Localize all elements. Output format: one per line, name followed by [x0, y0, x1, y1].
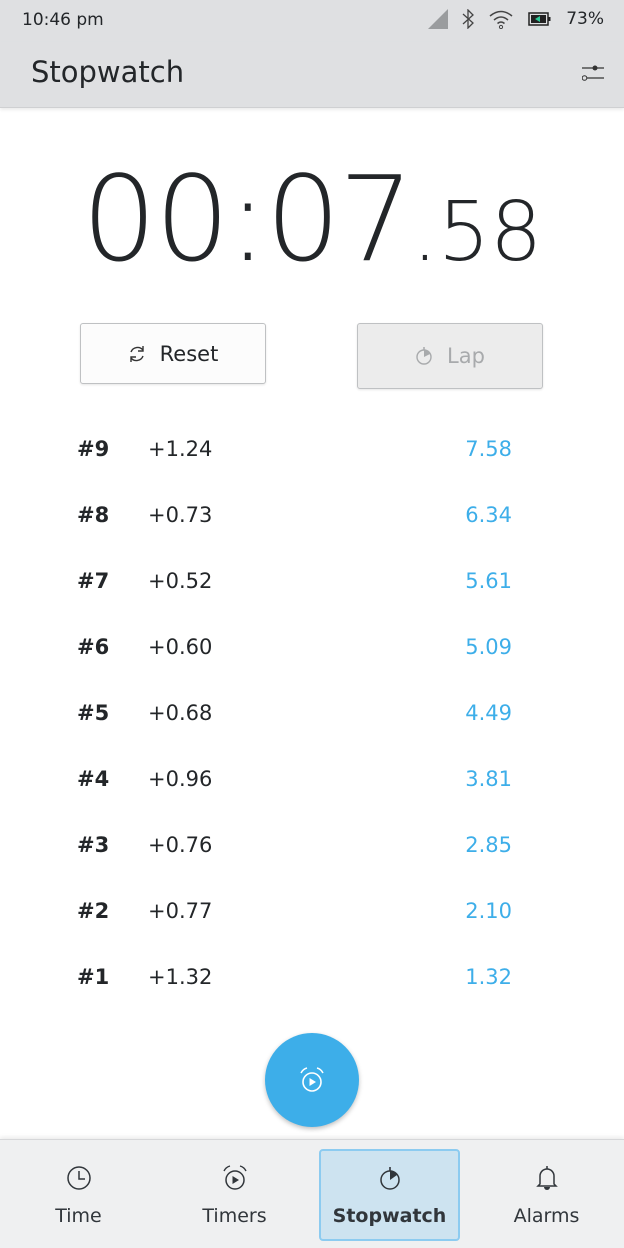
lap-row: #2 +0.77 2.10: [0, 889, 624, 955]
lap-row: #6 +0.60 5.09: [0, 625, 624, 691]
lap-difference: +0.60: [148, 635, 213, 659]
elapsed-main: 00:07: [81, 150, 414, 288]
page-title: Stopwatch: [31, 55, 185, 89]
lap-number: #1: [77, 965, 110, 989]
lap-total: 1.32: [465, 965, 512, 989]
lap-difference: +0.52: [148, 569, 213, 593]
tab-time[interactable]: Time: [8, 1149, 149, 1241]
lap-list: #9 +1.24 7.58 #8 +0.73 6.34 #7 +0.52 5.61 #6 +0.60…: [0, 427, 624, 1021]
stopwatch-icon: [379, 1167, 400, 1190]
lap-total: 7.58: [465, 437, 512, 461]
lap-difference: +0.73: [148, 503, 213, 527]
lap-total: 3.81: [465, 767, 512, 791]
lap-difference: +0.77: [148, 899, 213, 923]
tab-timers[interactable]: Timers: [164, 1149, 305, 1241]
wifi-icon: [489, 10, 513, 29]
lap-total: 5.09: [465, 635, 512, 659]
stopwatch-icon: [416, 347, 432, 365]
app-header: Stopwatch: [0, 42, 624, 108]
battery-charging-icon: [528, 12, 551, 26]
lap-difference: +1.24: [148, 437, 213, 461]
tab-label: Timers: [202, 1205, 267, 1227]
lap-number: #2: [77, 899, 110, 923]
lap-difference: +0.96: [148, 767, 213, 791]
bottom-navigation: Time Timers Stopwatch Alarms: [0, 1139, 624, 1248]
lap-total: 2.85: [465, 833, 512, 857]
tab-label: Time: [55, 1205, 102, 1227]
lap-number: #3: [77, 833, 110, 857]
alarm-play-icon: [222, 1165, 247, 1190]
reset-button[interactable]: Reset: [80, 323, 266, 384]
lap-row: #5 +0.68 4.49: [0, 691, 624, 757]
lap-number: #6: [77, 635, 110, 659]
lap-difference: +0.76: [148, 833, 213, 857]
status-bar: 10:46 pm 73%: [0, 0, 624, 42]
bell-icon: [535, 1166, 558, 1190]
status-time: 10:46 pm: [22, 10, 104, 30]
signal-icon: [428, 9, 449, 29]
alarm-play-icon: [300, 1067, 324, 1092]
start-stop-button[interactable]: [265, 1033, 359, 1127]
clock-icon: [66, 1166, 91, 1190]
lap-number: #7: [77, 569, 110, 593]
lap-total: 5.61: [465, 569, 512, 593]
lap-button[interactable]: Lap: [357, 323, 543, 389]
lap-row: #7 +0.52 5.61: [0, 559, 624, 625]
lap-difference: +0.68: [148, 701, 213, 725]
lap-number: #8: [77, 503, 110, 527]
tab-label: Alarms: [513, 1205, 580, 1227]
lap-difference: +1.32: [148, 965, 213, 989]
battery-percent: 73%: [566, 9, 604, 29]
lap-row: #3 +0.76 2.85: [0, 823, 624, 889]
lap-total: 4.49: [465, 701, 512, 725]
elapsed-fraction: .58: [411, 185, 543, 280]
tab-alarms[interactable]: Alarms: [476, 1149, 617, 1241]
lap-label: Lap: [447, 344, 485, 368]
lap-row: #9 +1.24 7.58: [0, 427, 624, 493]
lap-number: #4: [77, 767, 110, 791]
lap-total: 2.10: [465, 899, 512, 923]
lap-row: #8 +0.73 6.34: [0, 493, 624, 559]
tab-stopwatch[interactable]: Stopwatch: [319, 1149, 460, 1241]
reset-label: Reset: [159, 341, 219, 366]
lap-number: #5: [77, 701, 110, 725]
lap-row: #1 +1.32 1.32: [0, 955, 624, 1021]
lap-total: 6.34: [465, 503, 512, 527]
tab-label: Stopwatch: [332, 1205, 447, 1227]
stopwatch-display: 00:07.58: [0, 150, 624, 288]
lap-number: #9: [77, 437, 110, 461]
lap-row: #4 +0.96 3.81: [0, 757, 624, 823]
bluetooth-icon: [462, 9, 475, 29]
refresh-icon: [129, 345, 144, 362]
sliders-icon[interactable]: [582, 62, 604, 84]
